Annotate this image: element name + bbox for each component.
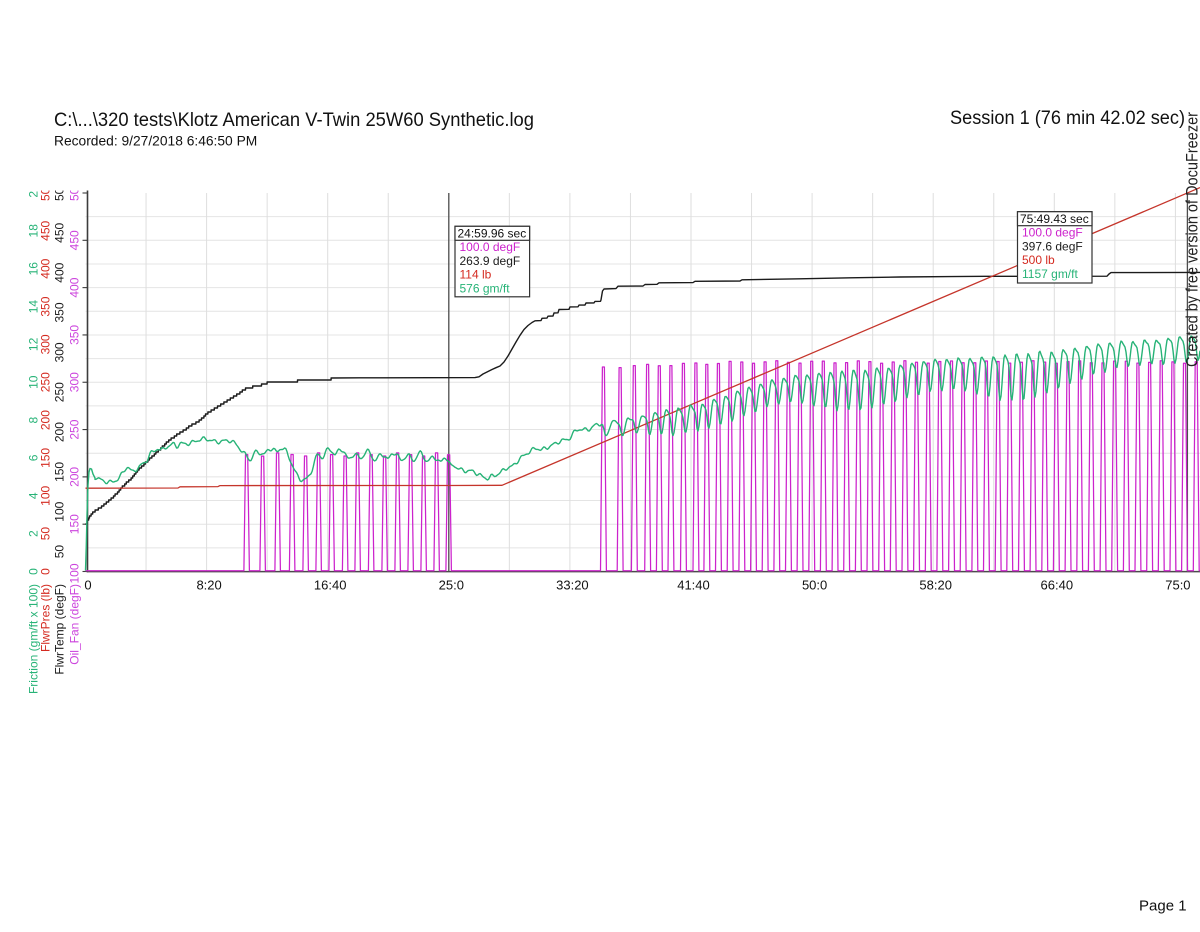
svg-text:66:40: 66:40	[1041, 578, 1074, 593]
svg-text:114 lb: 114 lb	[460, 268, 492, 282]
svg-text:300: 300	[39, 334, 53, 354]
svg-text:350: 350	[68, 325, 82, 345]
svg-text:0: 0	[39, 568, 53, 575]
svg-text:450: 450	[39, 220, 53, 240]
svg-text:576 gm/ft: 576 gm/ft	[460, 282, 511, 296]
svg-text:150: 150	[68, 514, 82, 534]
svg-text:FlwrPres (lb): FlwrPres (lb)	[39, 584, 53, 652]
svg-text:58:20: 58:20	[919, 578, 952, 593]
svg-text:263.9 degF: 263.9 degF	[460, 254, 521, 268]
svg-text:50: 50	[53, 545, 67, 559]
svg-text:100: 100	[68, 563, 82, 583]
svg-text:500 lb: 500 lb	[1022, 253, 1055, 267]
svg-text:400: 400	[68, 277, 82, 297]
svg-text:400: 400	[39, 258, 53, 278]
svg-text:350: 350	[53, 302, 67, 322]
svg-text:75:0: 75:0	[1165, 578, 1190, 593]
svg-text:C:\...\320 tests\Klotz America: C:\...\320 tests\Klotz American V-Twin 2…	[54, 109, 534, 131]
svg-text:400: 400	[53, 262, 67, 282]
svg-text:33:20: 33:20	[556, 578, 589, 593]
svg-text:250: 250	[68, 419, 82, 439]
svg-text:24:59.96 sec: 24:59.96 sec	[458, 227, 527, 241]
svg-text:100.0 degF: 100.0 degF	[460, 240, 521, 254]
svg-text:41:40: 41:40	[677, 578, 710, 593]
svg-text:397.6 degF: 397.6 degF	[1022, 239, 1083, 253]
svg-text:200: 200	[53, 422, 67, 442]
svg-text:300: 300	[53, 342, 67, 362]
svg-text:100.0 degF: 100.0 degF	[1022, 226, 1083, 240]
svg-text:250: 250	[39, 372, 53, 392]
svg-text:250: 250	[53, 382, 67, 402]
svg-text:0: 0	[84, 578, 91, 593]
svg-text:16:40: 16:40	[314, 578, 347, 593]
svg-text:450: 450	[53, 222, 67, 242]
svg-text:1157 gm/ft: 1157 gm/ft	[1022, 267, 1078, 281]
svg-text:200: 200	[68, 467, 82, 487]
svg-text:8:20: 8:20	[196, 578, 221, 593]
svg-text:25:0: 25:0	[439, 578, 464, 593]
svg-text:150: 150	[39, 448, 53, 468]
svg-text:50:0: 50:0	[802, 578, 827, 593]
svg-text:100: 100	[39, 485, 53, 505]
svg-text:Oil_Fan (degF): Oil_Fan (degF)	[68, 584, 82, 665]
svg-text:50: 50	[39, 527, 53, 541]
svg-text:350: 350	[39, 296, 53, 316]
svg-text:Recorded: 9/27/2018 6:46:50 PM: Recorded: 9/27/2018 6:46:50 PM	[54, 134, 257, 149]
svg-text:300: 300	[68, 372, 82, 392]
svg-text:Created by free version of Doc: Created by free version of DocuFreezer	[1183, 112, 1200, 367]
svg-text:450: 450	[68, 230, 82, 250]
svg-text:75:49.43 sec: 75:49.43 sec	[1020, 212, 1089, 226]
svg-text:Page 1: Page 1	[1139, 898, 1187, 915]
svg-text:Session 1 (76 min 42.02 sec): Session 1 (76 min 42.02 sec)	[950, 107, 1185, 129]
svg-text:100: 100	[53, 501, 67, 521]
svg-text:FlwrTemp (degF): FlwrTemp (degF)	[53, 584, 67, 675]
svg-text:150: 150	[53, 462, 67, 482]
svg-text:200: 200	[39, 410, 53, 430]
